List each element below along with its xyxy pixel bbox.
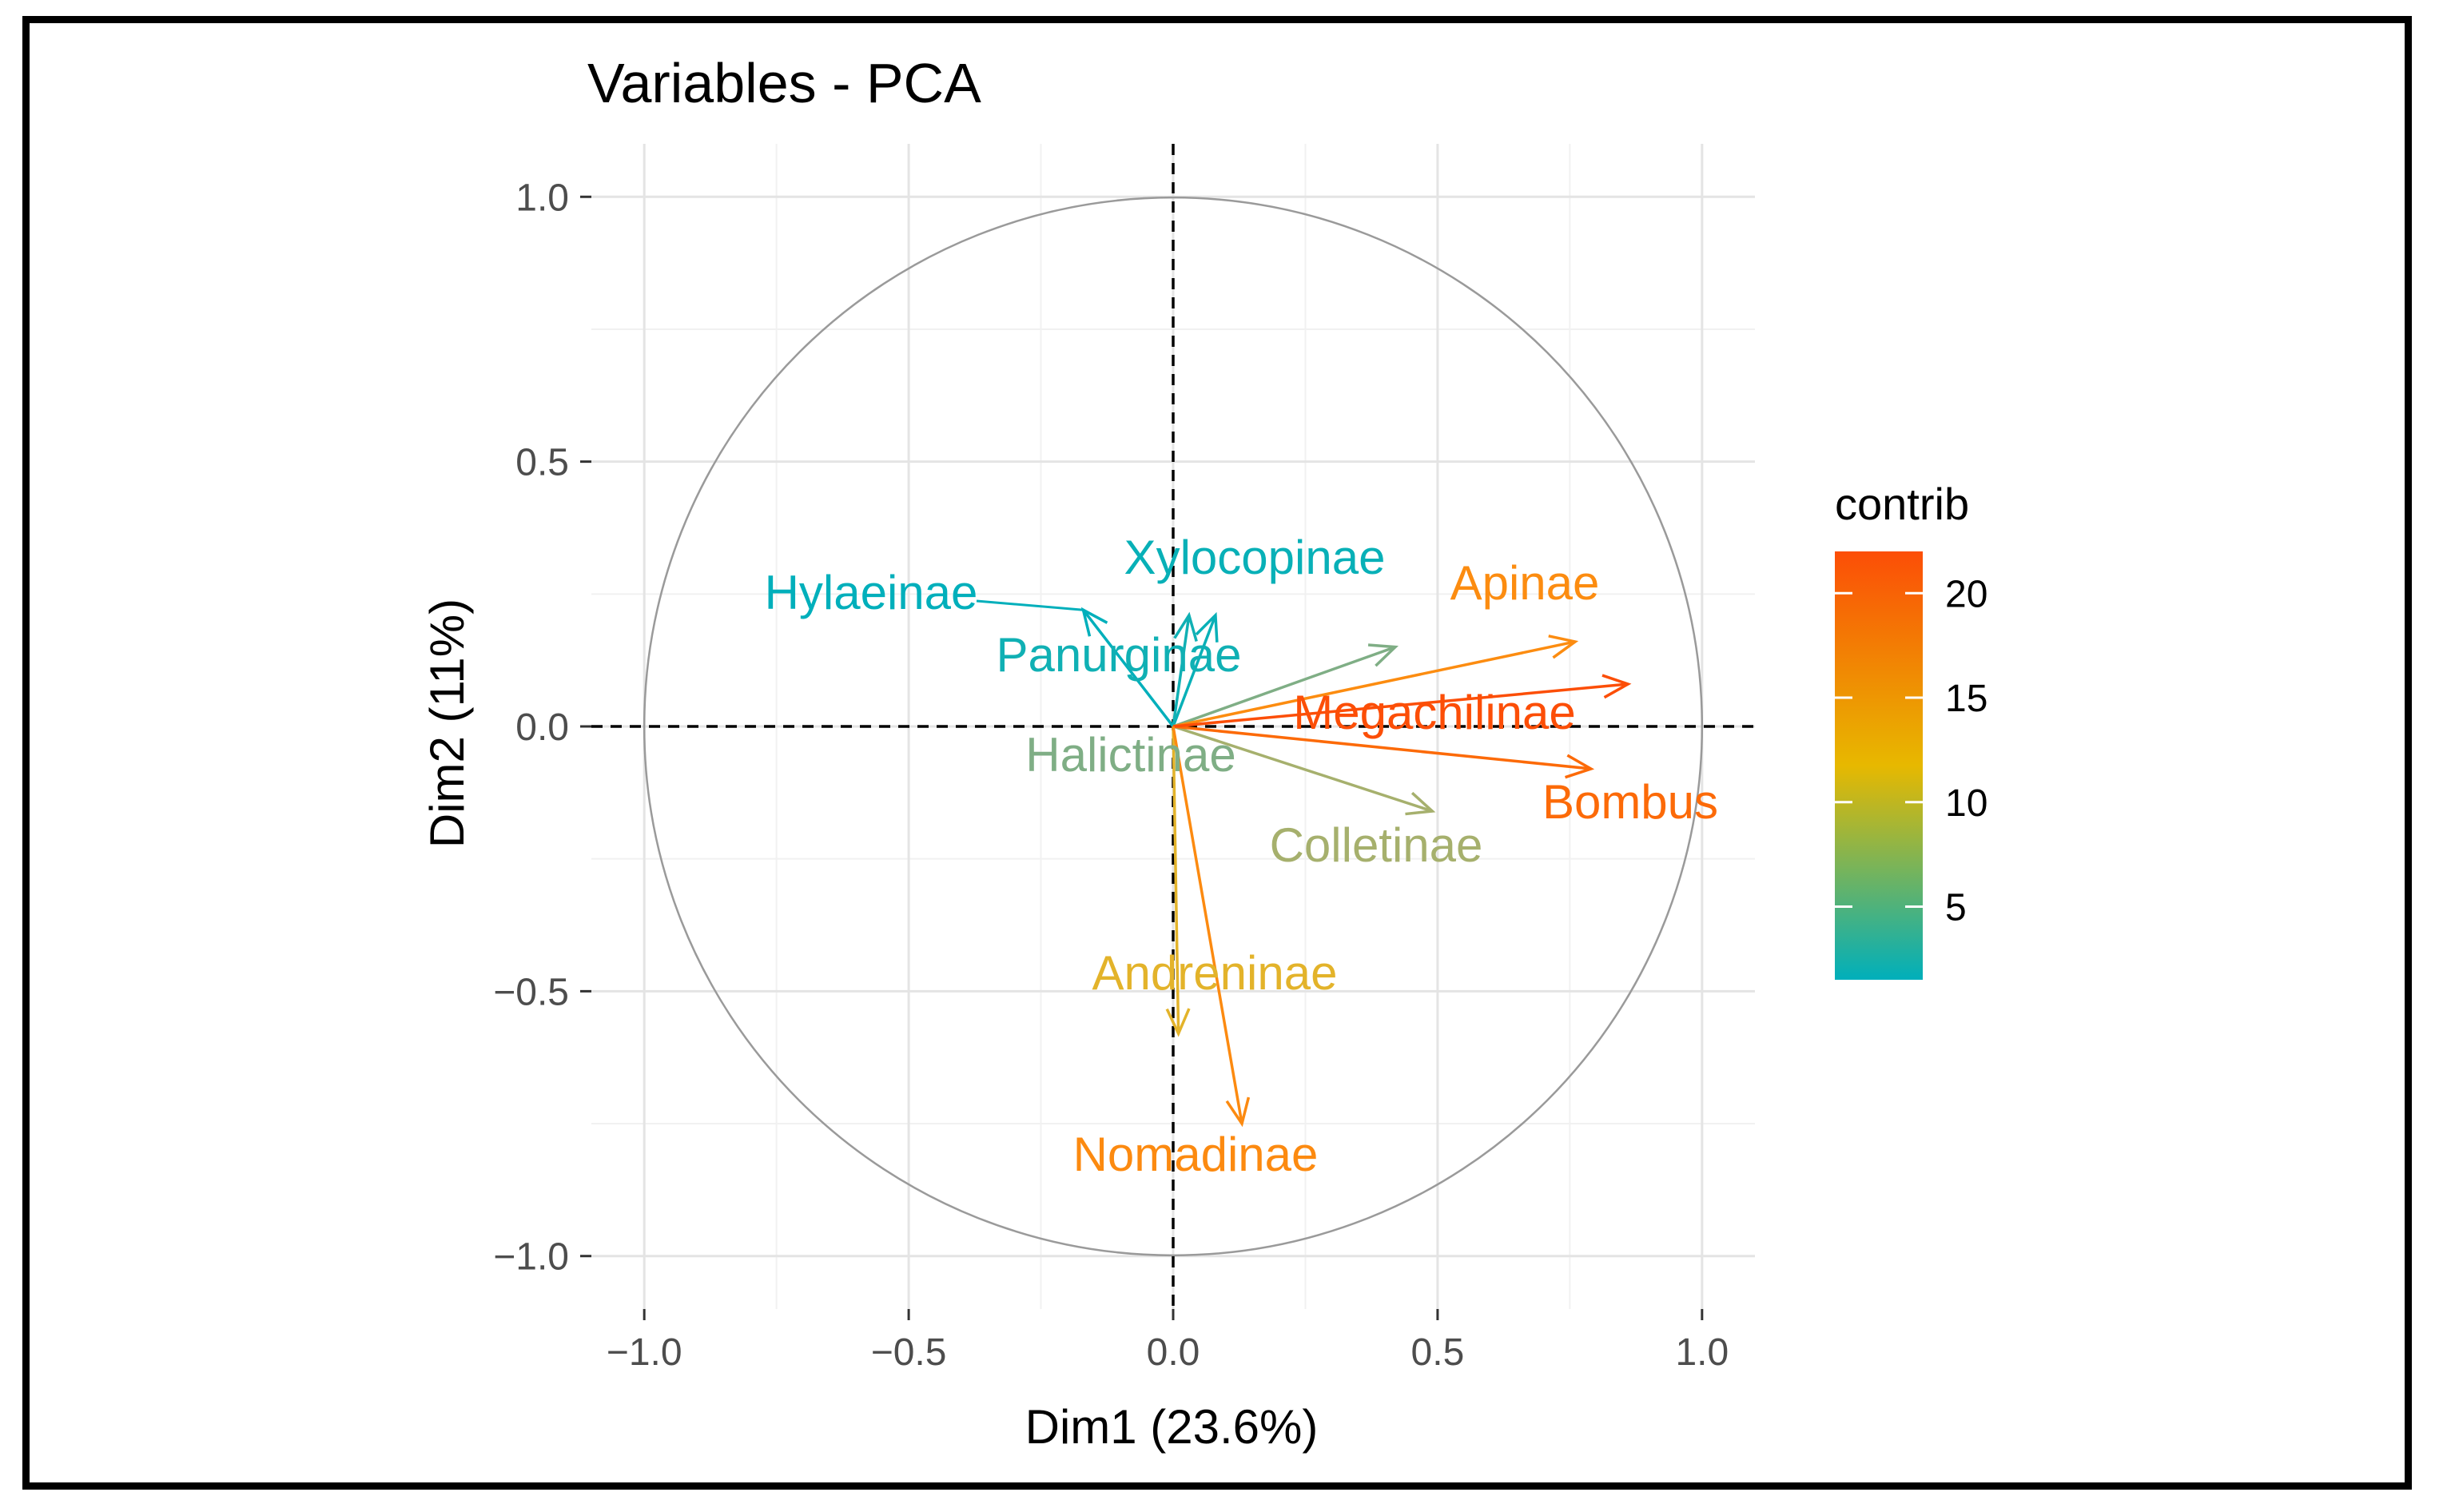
label-panurginae: Panurginae: [997, 628, 1242, 682]
y-tick-label: −0.5: [493, 971, 569, 1013]
arrow-colletinae: [1172, 725, 1433, 813]
label-megachilinae: Megachilinae: [1293, 686, 1576, 739]
y-tick-label: −1.0: [493, 1236, 569, 1279]
arrow-panurginae: [1172, 615, 1191, 727]
label-leader-hylaeinae: [976, 599, 1084, 611]
legend-tick-label: 10: [1945, 782, 1987, 825]
x-tick-label: 1.0: [1675, 1331, 1729, 1374]
correlation-circle: [643, 196, 1704, 1257]
arrowhead-megachilinae: [1601, 674, 1632, 699]
label-hylaeinae: Hylaeinae: [765, 566, 978, 619]
y-axis-label: Dim2 (11%): [420, 599, 474, 848]
x-tick-label: −1.0: [607, 1331, 682, 1374]
chart-title: Variables - PCA: [587, 52, 981, 114]
y-tick-label: 1.0: [515, 177, 569, 219]
x-tick-label: −0.5: [871, 1331, 947, 1374]
legend-tick-label: 5: [1945, 886, 1967, 929]
arrow-megachilinae: [1172, 682, 1629, 728]
x-axis-ticks: −1.0 −0.5 0.0 0.5 1.0: [607, 1309, 1729, 1374]
arrowhead-colletinae: [1405, 791, 1436, 816]
arrow-xylocopinae: [1172, 615, 1217, 727]
figure-frame: [22, 16, 2412, 1490]
arrowhead-xylocopinae: [1195, 611, 1219, 643]
label-bombus: Bombus: [1542, 775, 1718, 829]
variable-labels: Hylaeinae Xylocopinae Panurginae Halictinae…: [765, 531, 1718, 1181]
arrow-apinae: [1172, 640, 1576, 728]
legend: contrib 5 10 15 20: [1835, 479, 1987, 980]
label-andreninae: Andreninae: [1092, 946, 1338, 1000]
arrowhead-nomadinae: [1225, 1096, 1251, 1128]
arrow-nomadinae: [1172, 726, 1243, 1124]
legend-colorbar: [1835, 551, 1923, 980]
x-tick-label: 0.0: [1147, 1331, 1200, 1374]
label-xylocopinae: Xylocopinae: [1124, 531, 1386, 584]
arrowhead-halictinae: [1367, 643, 1399, 667]
y-axis-ticks: −1.0 −0.5 0.0 0.5 1.0: [493, 177, 591, 1279]
y-tick-label: 0.0: [515, 706, 569, 749]
label-apinae: Apinae: [1450, 556, 1600, 610]
arrow-halictinae: [1172, 645, 1396, 728]
label-halictinae: Halictinae: [1025, 728, 1235, 782]
label-colletinae: Colletinae: [1270, 818, 1483, 872]
arrow-andreninae: [1172, 726, 1180, 1034]
x-axis-label: Dim1 (23.6%): [1025, 1400, 1319, 1454]
arrowhead-bombus: [1565, 754, 1595, 779]
y-tick-label: 0.5: [515, 442, 569, 484]
x-tick-label: 0.5: [1411, 1331, 1465, 1374]
legend-tick-label: 20: [1945, 573, 1987, 615]
arrowhead-panurginae: [1173, 611, 1198, 642]
arrow-bombus: [1172, 725, 1592, 770]
legend-ticks: 5 10 15 20: [1835, 573, 1987, 929]
arrow-hylaeinae: [1082, 609, 1175, 728]
legend-title: contrib: [1835, 479, 1969, 529]
variable-arrows: [976, 599, 1632, 1128]
legend-tick-label: 15: [1945, 678, 1987, 720]
label-nomadinae: Nomadinae: [1073, 1128, 1319, 1181]
arrowhead-andreninae: [1165, 1008, 1191, 1037]
arrowhead-apinae: [1548, 635, 1579, 659]
